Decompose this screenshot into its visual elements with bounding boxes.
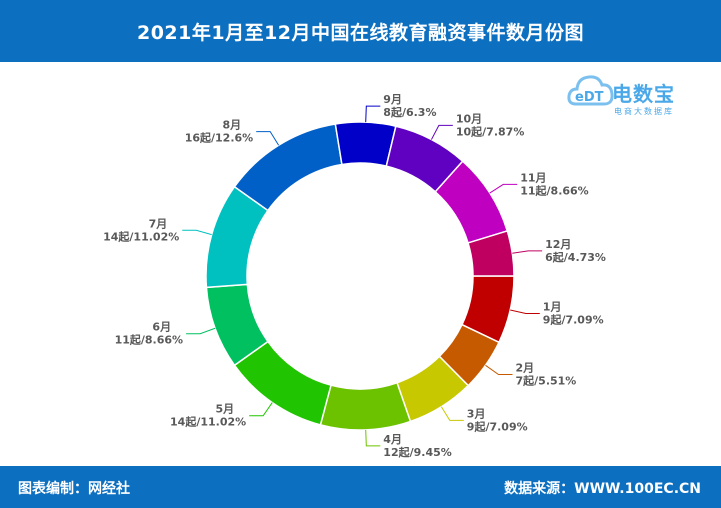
label-month-9月: 9月 xyxy=(383,93,402,106)
label-month-3月: 3月 xyxy=(467,407,486,420)
label-value-2月: 7起/5.51% xyxy=(516,374,577,388)
label-value-5月: 14起/11.02% xyxy=(170,415,246,429)
leader-1月 xyxy=(510,309,540,315)
leader-7月 xyxy=(182,229,212,236)
label-value-9月: 8起/6.3% xyxy=(383,105,436,119)
leader-10月 xyxy=(430,124,453,140)
leader-4月 xyxy=(365,429,381,447)
leader-12月 xyxy=(512,250,543,254)
slice-4月 xyxy=(319,381,412,431)
slice-12月 xyxy=(467,230,515,277)
label-value-10月: 10起/7.87% xyxy=(456,124,525,138)
slice-9月 xyxy=(334,121,397,168)
slice-labels: 1月9起/7.09%2月7起/5.51%3月9起/7.09%4月12起/9.45… xyxy=(103,93,606,459)
label-value-7月: 14起/11.02% xyxy=(103,229,179,243)
leader-5月 xyxy=(249,402,273,417)
label-value-6月: 11起/8.66% xyxy=(115,333,184,347)
label-month-1月: 1月 xyxy=(543,301,562,314)
leader-6月 xyxy=(186,327,216,335)
label-month-11月: 11月 xyxy=(520,171,546,184)
footer-source: 数据来源：WWW.100EC.CN xyxy=(504,481,701,497)
label-month-10月: 10月 xyxy=(456,112,482,125)
label-value-8月: 16起/12.6% xyxy=(185,131,254,145)
logo: eDT xyxy=(566,66,716,126)
label-month-12月: 12月 xyxy=(545,238,571,251)
donut-chart: 1月9起/7.09%2月7起/5.51%3月9起/7.09%4月12起/9.45… xyxy=(103,93,606,459)
leader-2月 xyxy=(485,364,513,376)
label-month-6月: 6月 xyxy=(152,321,171,334)
leader-11月 xyxy=(489,183,518,194)
label-value-1月: 9起/7.09% xyxy=(543,313,604,327)
label-value-12月: 6起/4.73% xyxy=(545,250,606,264)
label-month-5月: 5月 xyxy=(216,403,235,416)
label-value-4月: 12起/9.45% xyxy=(383,445,452,459)
label-month-2月: 2月 xyxy=(516,362,535,375)
leader-3月 xyxy=(440,406,464,421)
leader-lines xyxy=(182,105,543,447)
label-value-3月: 9起/7.09% xyxy=(467,419,528,433)
chart-title: 2021年1月至12月中国在线教育融资事件数月份图 xyxy=(0,0,721,62)
cloud-logo-icon: eDT xyxy=(567,75,614,106)
donut-slices xyxy=(205,121,515,431)
footer: 图表编制：网经社 数据来源：WWW.100EC.CN xyxy=(0,466,721,508)
logo-subtitle: 电商大数据库 xyxy=(614,107,674,116)
leader-8月 xyxy=(256,131,280,146)
label-month-4月: 4月 xyxy=(383,433,402,446)
leader-9月 xyxy=(365,105,381,123)
footer-editor: 图表编制：网经社 xyxy=(18,481,130,497)
logo-mark: eDT xyxy=(575,90,604,105)
logo-name: 电数宝 xyxy=(612,82,675,106)
label-value-11月: 11起/8.66% xyxy=(520,183,589,197)
label-month-7月: 7月 xyxy=(149,217,168,230)
label-month-8月: 8月 xyxy=(223,119,242,132)
